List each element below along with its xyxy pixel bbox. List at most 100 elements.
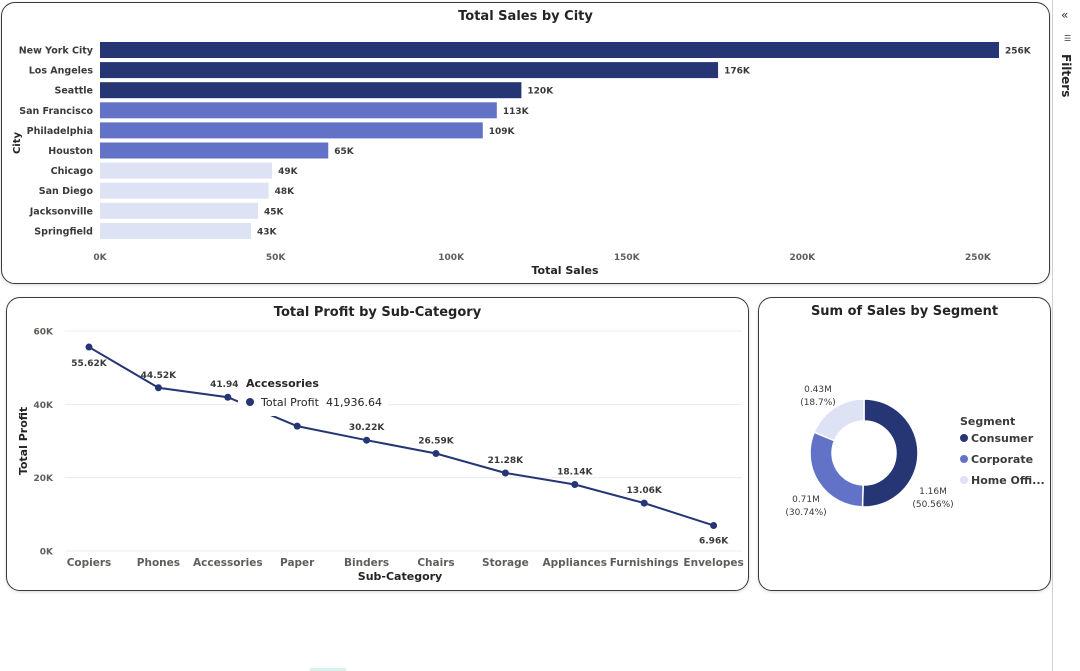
legend-item-home-office[interactable]: Home Offi...: [960, 474, 1045, 487]
city-bar[interactable]: [100, 142, 329, 159]
legend-label: Corporate: [971, 453, 1034, 466]
city-bar[interactable]: [100, 182, 269, 199]
point-data-label: 44.52K: [141, 371, 177, 381]
city-bar[interactable]: [100, 42, 999, 58]
city-bar[interactable]: [100, 202, 259, 219]
slice-value-label: 1.16M: [919, 487, 947, 497]
x-tick-label: Furnishings: [610, 557, 679, 569]
legend-label: Home Offi...: [971, 474, 1045, 487]
profit-point[interactable]: [710, 521, 718, 529]
bar-data-label: 49K: [278, 167, 299, 177]
city-bar[interactable]: [100, 122, 483, 139]
y-tick-label: 20K: [34, 474, 55, 484]
point-data-label: 26.59K: [418, 437, 454, 447]
y-axis-title: Total Profit: [17, 407, 30, 475]
x-tick-label: Storage: [482, 557, 529, 569]
bar-data-label: 65K: [334, 147, 355, 157]
x-tick-label: Paper: [280, 557, 315, 569]
point-data-label: 6.96K: [699, 536, 729, 546]
x-tick-label: Accessories: [193, 557, 263, 569]
profit-by-subcategory-card[interactable]: Total Profit by Sub-Category Total Profi…: [6, 297, 749, 591]
profit-point[interactable]: [224, 393, 232, 401]
legend-item-consumer[interactable]: Consumer: [960, 432, 1033, 445]
x-tick-label: 100K: [438, 253, 465, 263]
city-label: Houston: [48, 146, 93, 157]
sales-by-city-card[interactable]: Total Sales by City City Total Sales New…: [1, 2, 1050, 284]
x-tick-label: 200K: [789, 253, 816, 263]
filters-pane[interactable]: « ☰ Filters: [1052, 0, 1080, 671]
profit-point[interactable]: [501, 469, 509, 477]
point-data-label: 21.28K: [488, 456, 524, 466]
point-data-label: 30.22K: [349, 423, 385, 433]
city-label: Jacksonville: [29, 206, 93, 217]
city-label: Los Angeles: [29, 66, 94, 77]
x-tick-label: Chairs: [417, 557, 454, 569]
bar-data-label: 43K: [257, 227, 278, 237]
bar-data-label: 109K: [489, 127, 516, 137]
y-tick-label: 40K: [34, 401, 55, 411]
donut-slice[interactable]: [813, 398, 865, 442]
legend-dot: [960, 476, 968, 484]
point-data-label: 13.06K: [626, 486, 662, 496]
x-tick-label: 250K: [965, 253, 992, 263]
point-data-label: 41.94K: [210, 380, 246, 390]
profit-point[interactable]: [432, 450, 440, 458]
tooltip-label: Total Profit: [261, 396, 319, 409]
bar-data-label: 176K: [724, 67, 751, 77]
chart-tooltip: Accessories Total Profit 41,936.64: [238, 374, 388, 416]
x-axis-title: Total Sales: [531, 264, 598, 277]
filter-icon: ☰: [1064, 34, 1072, 43]
city-label: Seattle: [55, 86, 93, 97]
city-label: Springfield: [34, 226, 93, 237]
page-scroll-indicator: [310, 668, 346, 671]
slice-percent-label: (30.74%): [785, 508, 826, 518]
x-tick-label: Phones: [137, 557, 180, 569]
legend-item-corporate[interactable]: Corporate: [960, 453, 1033, 466]
city-label: San Diego: [39, 186, 94, 197]
x-tick-label: 50K: [266, 253, 287, 263]
sales-by-segment-card[interactable]: Sum of Sales by Segment: [758, 297, 1051, 591]
legend-dot: [960, 455, 968, 463]
x-axis-title: Sub-Category: [358, 570, 442, 583]
slice-value-label: 0.71M: [792, 495, 820, 505]
sales-by-segment-donut[interactable]: 1.16M (50.56%) 0.71M (30.74%) 0.43M (18.7%): [758, 297, 1049, 589]
collapse-icon[interactable]: «: [1061, 8, 1069, 22]
city-label: New York City: [19, 46, 94, 57]
x-tick-label: Appliances: [543, 557, 608, 569]
filters-label[interactable]: Filters: [1059, 54, 1073, 98]
chart-title: Total Sales by City: [458, 9, 593, 24]
profit-point[interactable]: [293, 422, 301, 430]
x-tick-label: Copiers: [67, 557, 112, 569]
city-bar[interactable]: [100, 82, 522, 99]
tooltip-value: 41,936.64: [326, 396, 382, 409]
slice-value-label: 0.43M: [804, 385, 832, 395]
city-bar[interactable]: [100, 162, 273, 179]
sales-by-city-chart[interactable]: City Total Sales New York City 256K Los An…: [2, 3, 1049, 283]
profit-by-subcategory-chart[interactable]: Total Profit Sub-Category 0K 20K 40K 60K 55…: [7, 298, 748, 590]
legend-dot: [960, 434, 968, 442]
city-bar[interactable]: [100, 62, 719, 79]
bar-data-label: 45K: [264, 207, 285, 217]
x-tick-label: Envelopes: [683, 557, 743, 569]
city-bar[interactable]: [100, 102, 497, 119]
legend-label: Consumer: [971, 432, 1034, 445]
profit-point[interactable]: [571, 480, 579, 488]
city-label: San Francisco: [19, 106, 93, 117]
x-tick-label: 0K: [93, 253, 107, 263]
profit-series-line[interactable]: [88, 346, 714, 527]
point-data-label: 55.62K: [71, 359, 107, 369]
profit-point[interactable]: [154, 384, 162, 392]
x-tick-label: 150K: [614, 253, 641, 263]
y-tick-label: 60K: [34, 328, 55, 338]
profit-point[interactable]: [85, 343, 93, 351]
y-tick-label: 0K: [40, 548, 54, 558]
profit-point[interactable]: [363, 436, 371, 444]
profit-point[interactable]: [640, 499, 648, 507]
slice-percent-label: (18.7%): [800, 398, 836, 408]
tooltip-series-dot: [246, 398, 254, 406]
city-label: Philadelphia: [27, 126, 93, 137]
donut-slice[interactable]: [861, 398, 919, 508]
chart-title: Total Profit by Sub-Category: [273, 305, 482, 320]
y-axis-title: City: [12, 131, 23, 154]
city-bar[interactable]: [100, 222, 252, 239]
